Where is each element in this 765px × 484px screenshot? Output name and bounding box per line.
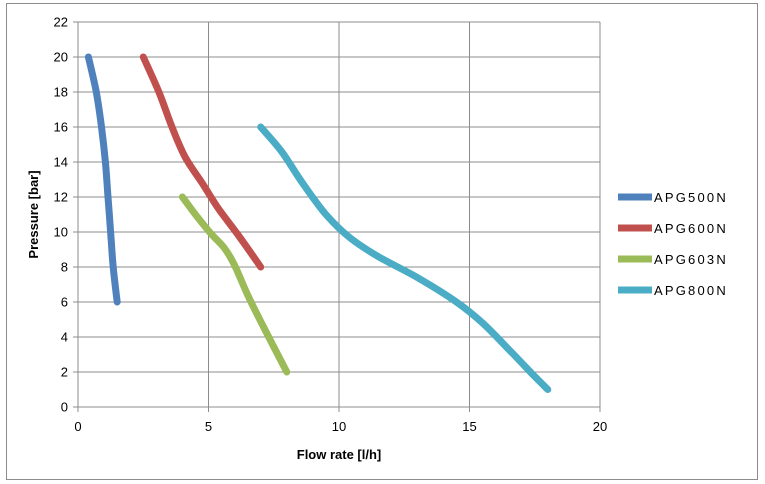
x-axis-title: Flow rate [l/h] [297,447,382,462]
x-tick-label: 20 [593,419,607,434]
y-axis-title: Pressure [bar] [26,170,41,258]
y-tick-label: 16 [54,120,68,135]
legend-label-apg500n: APG500N [654,190,728,205]
y-tick-label: 2 [61,365,68,380]
y-tick-label: 8 [61,260,68,275]
x-tick-label: 5 [205,419,212,434]
legend-label-apg600n: APG600N [654,221,728,236]
y-tick-label: 10 [54,225,68,240]
y-tick-label: 4 [61,330,68,345]
series-line-apg600n [139,53,265,271]
legend: APG500N APG600N APG603N APG800N [618,190,728,298]
x-tick-label: 0 [74,419,81,434]
x-tick-label: 10 [332,419,346,434]
y-tick-label: 14 [54,155,68,170]
legend-label-apg800n: APG800N [654,283,728,298]
y-tick-label: 20 [54,50,68,65]
x-tick-label: 15 [462,419,476,434]
y-tick-label: 18 [54,85,68,100]
legend-label-apg603n: APG603N [654,252,728,267]
gridlines [78,21,601,407]
series-lines [84,53,552,393]
y-tick-label: 0 [61,400,68,415]
y-tick-label: 12 [54,190,68,205]
series-line-apg603n [178,193,291,376]
series-line-apg500n [84,53,121,306]
y-tick-label: 6 [61,295,68,310]
series-line-apg800n [257,123,552,393]
chart-frame [6,3,758,480]
y-tick-label: 22 [54,15,68,30]
axes: 0 2 4 6 8 10 12 14 16 18 20 22 0 5 10 15 20 [54,15,608,435]
